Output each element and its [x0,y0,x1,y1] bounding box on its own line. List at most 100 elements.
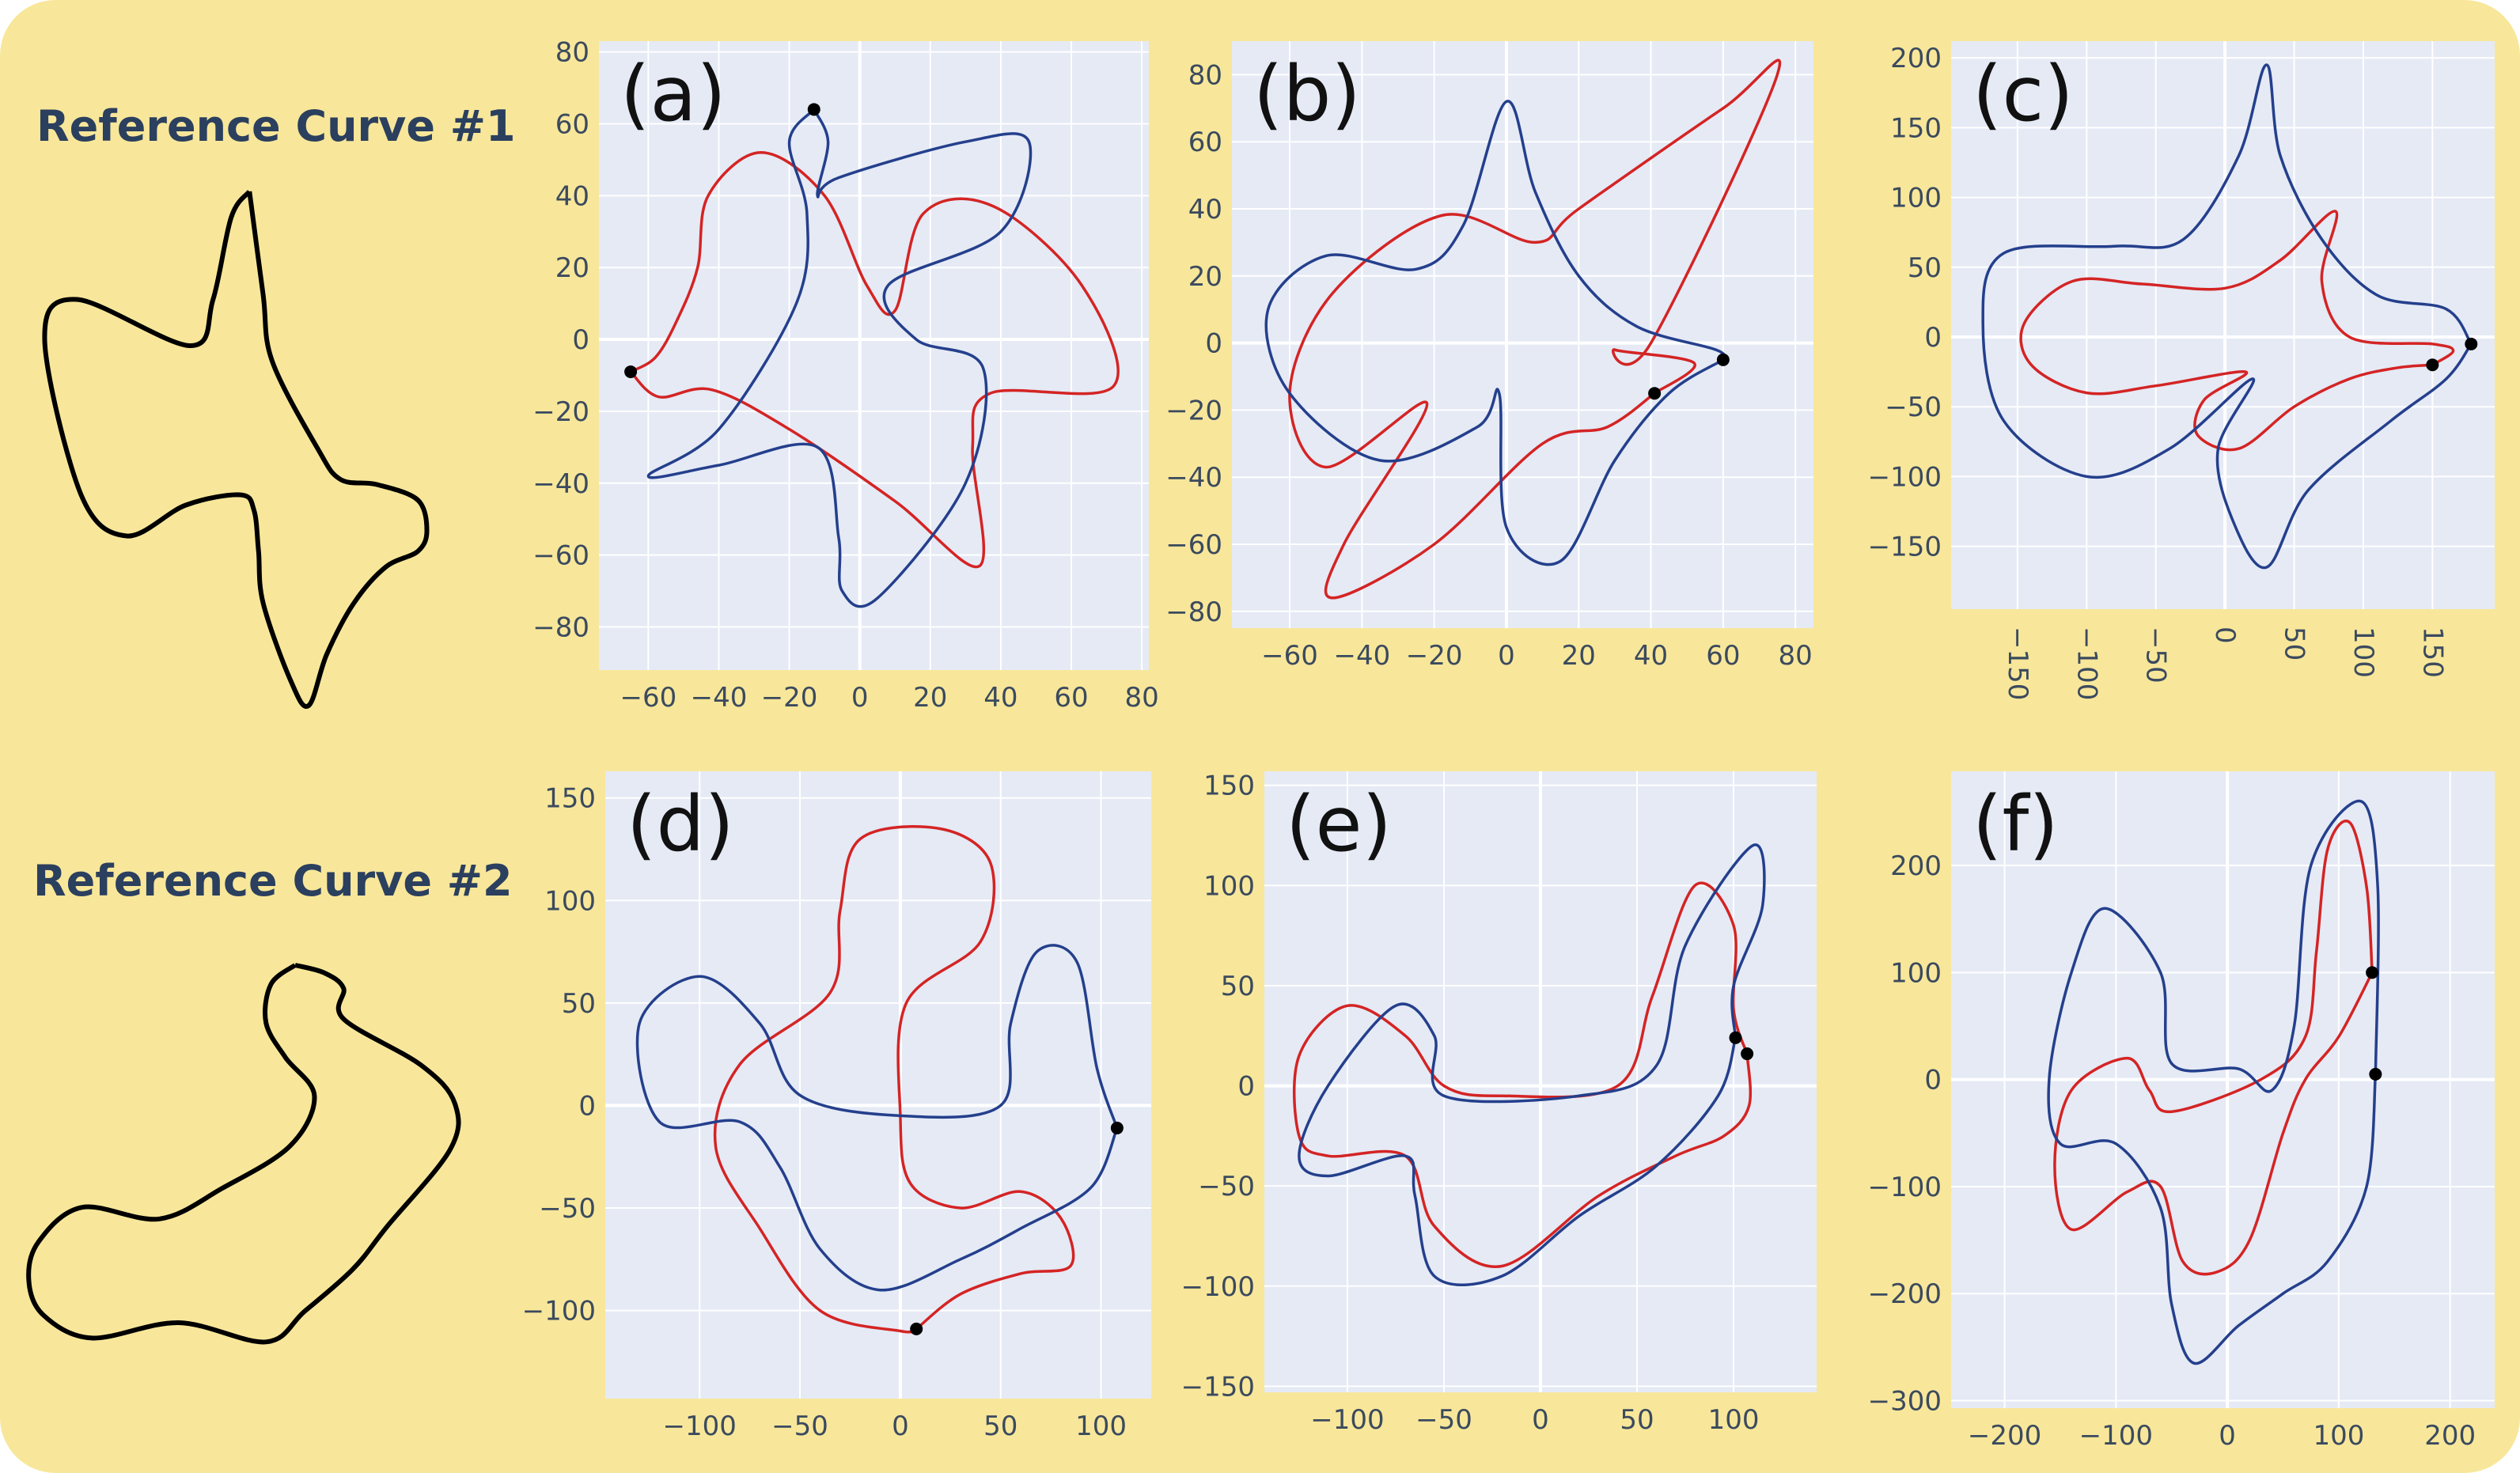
x-tick-label: −60 [1261,640,1318,672]
x-tick-label: 150 [2416,627,2448,678]
red-start-marker [2366,966,2379,979]
y-tick-label: 0 [572,324,589,356]
reference-curve-1 [42,190,430,709]
blue-curve [635,944,1119,1292]
x-tick-label: −100 [663,1411,737,1442]
y-tick-label: −300 [1868,1386,1942,1418]
x-tick-label: 40 [983,682,1017,714]
blue-start-marker [807,103,820,116]
x-tick-label: 100 [1708,1404,1760,1436]
y-tick-label: 0 [1205,328,1222,360]
x-tick-label: −40 [1333,640,1390,672]
y-tick-label: 60 [1188,127,1222,158]
red-start-marker [1648,387,1662,400]
blue-start-marker [1729,1031,1742,1044]
chart-panel-f: −200 −100 0 100 200 −300 −200 −100 0 100 200 (f) [1868,771,2495,1452]
x-tick-label: 0 [1498,640,1515,672]
red-start-marker [2426,358,2439,372]
y-tick-label: 50 [562,988,596,1020]
x-tick-label: −100 [2071,627,2102,700]
x-tick-label: 0 [892,1411,909,1442]
x-tick-label: 100 [2313,1420,2364,1452]
chart-panel-a: −60 −40 −20 0 20 40 60 80 −80 −60 −40 −20 0 20 40 60 80 (… [532,37,1158,714]
plot-area [605,771,1151,1399]
red-curve [1288,59,1782,600]
panel-label: (f) [1972,780,2059,869]
reference-curve-2 [26,963,461,1345]
y-tick-label: 0 [1924,1065,1942,1096]
red-start-marker [1741,1047,1754,1061]
x-tick-label: −50 [1415,1404,1472,1436]
y-tick-label: 40 [1188,194,1222,225]
y-tick-label: 200 [1890,43,1942,74]
y-tick-label: −100 [522,1296,596,1327]
y-tick-label: −150 [1181,1371,1255,1403]
y-tick-label: 40 [555,180,589,212]
x-tick-label: −40 [691,682,748,714]
y-tick-label: −50 [1198,1171,1255,1202]
blue-curve [646,108,1033,608]
y-tick-label: −200 [1868,1278,1942,1310]
chart-panel-e: −100 −50 0 50 100 −150 −100 −50 0 50 100 150 (e) [1181,771,1817,1436]
y-tick-label: 80 [555,37,589,69]
panel-label: (e) [1286,780,1392,869]
reference-curve-2-title: Reference Curve #2 [33,856,513,906]
x-tick-label: 40 [1634,640,1668,672]
x-tick-label: 200 [2424,1420,2476,1452]
red-curve [2053,820,2374,1276]
x-tick-label: −100 [1310,1404,1384,1436]
x-tick-label: 50 [1620,1404,1654,1436]
y-tick-label: 0 [1237,1071,1255,1103]
x-tick-label: 0 [1532,1404,1549,1436]
panel-label: (c) [1972,50,2074,138]
y-tick-label: 0 [1924,322,1942,354]
chart-panel-b: −60 −40 −20 0 20 40 60 80 −80 −60 −40 −20 0 20 40 60 80 (… [1165,41,1813,672]
reference-curve-1-title: Reference Curve #1 [36,101,516,151]
x-tick-label: −50 [2140,627,2172,683]
x-tick-label: 0 [2209,627,2241,644]
panel-label: (d) [627,780,734,869]
y-tick-label: 50 [1221,971,1255,1002]
x-tick-label: −60 [620,682,676,714]
x-tick-label: 100 [1075,1411,1127,1442]
red-curve [713,825,1075,1334]
y-tick-label: 150 [544,783,596,815]
chart-panel-d: −100 −50 0 50 100 −100 −50 0 50 100 150 (d) [522,771,1151,1442]
y-tick-label: −40 [532,468,589,500]
red-start-marker [624,365,638,378]
x-tick-label: 60 [1054,682,1088,714]
y-tick-label: −60 [1165,529,1222,561]
y-tick-label: 150 [1203,771,1255,802]
y-tick-label: −100 [1868,1172,1942,1203]
y-tick-label: 150 [1890,112,1942,144]
x-tick-label: 50 [2279,627,2310,661]
x-tick-label: 60 [1706,640,1740,672]
y-tick-label: −80 [1165,596,1222,628]
blue-curve [2047,799,2380,1365]
blue-curve [1298,843,1766,1286]
y-tick-label: 100 [1890,957,1942,989]
panel-label: (a) [620,50,726,138]
x-tick-label: −150 [2002,627,2033,700]
y-tick-label: −50 [1885,392,1942,423]
y-tick-label: −60 [532,540,589,572]
x-tick-label: −20 [1406,640,1463,672]
plot-area [599,41,1149,670]
y-tick-label: 50 [1908,252,1942,284]
y-tick-label: 100 [1890,183,1942,214]
x-tick-label: 100 [2348,627,2379,678]
x-tick-label: −50 [771,1411,828,1442]
blue-curve [1264,100,1726,566]
y-tick-label: 20 [555,252,589,284]
red-curve [629,151,1120,569]
y-tick-label: −20 [532,396,589,428]
chart-panel-c: −150 −100 −50 0 50 100 150 −150 −100 −50 0 50 100 150… [1868,41,2495,700]
y-tick-label: −150 [1868,532,1942,563]
x-tick-label: −200 [1968,1420,2041,1452]
y-tick-label: −20 [1165,395,1222,426]
y-tick-label: 80 [1188,59,1222,91]
blue-start-marker [2369,1067,2382,1081]
red-start-marker [910,1322,923,1335]
